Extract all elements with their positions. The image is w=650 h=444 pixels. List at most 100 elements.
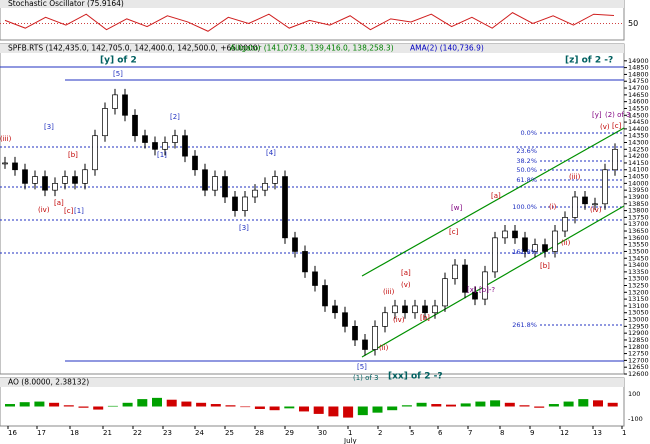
candle xyxy=(122,94,128,116)
wave-label: (iii) xyxy=(0,135,12,143)
wave-label: [b] xyxy=(68,151,78,159)
ao-bar xyxy=(34,401,45,407)
y-tick-label: 12700 xyxy=(628,356,649,364)
y-tick-label: 13800 xyxy=(628,207,649,215)
candle xyxy=(252,189,258,198)
wave-label: [y] xyxy=(592,111,602,119)
candle xyxy=(612,148,618,171)
y-tick-label: 14450 xyxy=(628,118,649,126)
y-tick-label: 14550 xyxy=(628,104,649,112)
y-tick-label: 13200 xyxy=(628,288,649,296)
alligator-title: Alligator (141,073.8, 139,416.0, 138,258… xyxy=(230,44,394,53)
y-tick-label: 12900 xyxy=(628,329,649,337)
candle xyxy=(142,135,148,143)
candle xyxy=(432,305,438,314)
y-tick-label: 13950 xyxy=(628,186,649,194)
y-tick-label: 14700 xyxy=(628,84,649,92)
y-tick-label: 14650 xyxy=(628,91,649,99)
wave-label: (iv) xyxy=(393,316,405,324)
fib-label: 161.8% xyxy=(512,248,537,256)
candle xyxy=(572,196,578,218)
wave-label: [b] xyxy=(420,314,430,322)
candle xyxy=(522,237,528,252)
y-tick-label: 14600 xyxy=(628,98,649,106)
y-tick-label: 100 xyxy=(628,390,640,398)
ao-bar xyxy=(563,401,574,407)
ao-bar xyxy=(93,406,104,410)
y-tick-label: 14850 xyxy=(628,64,649,72)
x-tick-label: 1 xyxy=(622,429,626,437)
y-tick-label: 14250 xyxy=(628,145,649,153)
y-tick-label: 14050 xyxy=(628,173,649,181)
ao-bar xyxy=(548,404,559,407)
candle xyxy=(512,230,518,239)
ao-bar xyxy=(475,401,486,407)
candle xyxy=(502,230,508,239)
y-tick-label: -100 xyxy=(628,415,643,423)
ao-bar xyxy=(372,406,383,413)
ao-bar xyxy=(210,404,221,407)
ao-bar xyxy=(181,401,192,407)
candle xyxy=(412,305,418,314)
x-tick-label: 13 xyxy=(593,429,602,437)
y-tick-label: 14150 xyxy=(628,159,649,167)
wave-label: [c] xyxy=(612,122,622,130)
ao-bar xyxy=(446,404,456,407)
candle xyxy=(52,183,58,191)
ao-bar xyxy=(401,405,412,407)
ao-bar xyxy=(519,405,530,407)
wave-label: (iv) xyxy=(590,206,602,214)
y-tick-label: 13400 xyxy=(628,261,649,269)
ao-bar xyxy=(240,406,251,408)
candle xyxy=(422,305,428,314)
x-tick-label: 18 xyxy=(70,429,79,437)
levels xyxy=(0,66,624,362)
candle xyxy=(92,135,98,171)
ao-bar xyxy=(299,406,309,412)
y-tick-label: 13300 xyxy=(628,275,649,283)
x-tick-label: 30 xyxy=(318,429,327,437)
candle xyxy=(82,169,88,184)
ao-bar xyxy=(313,406,324,414)
y-tick-label: 14350 xyxy=(628,132,649,140)
ao-bar xyxy=(490,400,501,407)
candle xyxy=(282,176,288,239)
candle xyxy=(242,196,248,211)
candle xyxy=(272,176,278,184)
candle xyxy=(372,325,378,350)
candle xyxy=(382,312,388,327)
candle xyxy=(552,230,558,252)
ama-title: AMA(2) (140,736.9) xyxy=(410,44,484,53)
x-tick-label: 29 xyxy=(285,429,294,437)
candle xyxy=(532,244,538,252)
candle xyxy=(2,162,8,165)
wave-label: [a] xyxy=(491,192,501,200)
wave-label: [x] xyxy=(467,286,477,294)
main-header xyxy=(0,44,624,53)
wave-label: (ii) xyxy=(379,344,389,352)
ao-bar xyxy=(607,402,618,407)
ao-bar xyxy=(196,402,207,407)
y-tick-label: 13550 xyxy=(628,241,649,249)
y-tick-label: 13600 xyxy=(628,234,649,242)
wave-label: [1] xyxy=(74,207,84,215)
wave-label: (i) xyxy=(549,203,557,211)
ao-bar xyxy=(416,402,427,407)
ao-bar xyxy=(63,405,74,407)
x-tick-label: 21 xyxy=(103,429,112,437)
wave-label: [3] xyxy=(44,123,54,131)
ao-bar xyxy=(504,402,515,407)
candle xyxy=(162,142,168,150)
wave-label: [b] xyxy=(540,262,550,270)
stochastic-header xyxy=(0,0,624,8)
ao-bar xyxy=(460,403,471,407)
wave-label: (v) xyxy=(401,281,411,289)
candle xyxy=(202,169,208,191)
y-tick-label: 14100 xyxy=(628,166,649,174)
candle xyxy=(332,305,338,314)
candle xyxy=(262,183,268,191)
y-tick-label: 14000 xyxy=(628,179,649,187)
ao-bar xyxy=(284,406,295,409)
candle xyxy=(602,169,608,205)
y-tick-label: 12600 xyxy=(628,370,649,378)
